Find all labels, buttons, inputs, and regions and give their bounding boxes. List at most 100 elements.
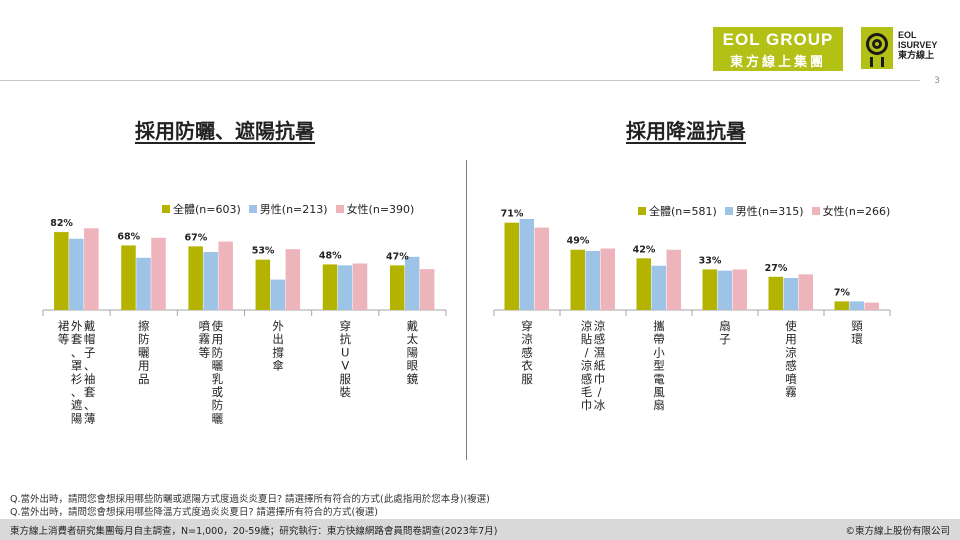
category-char: 涼 xyxy=(581,319,593,333)
data-label-4: 33% xyxy=(699,255,722,266)
bar-male-6 xyxy=(404,256,420,310)
category-char: 薄 xyxy=(84,411,96,425)
bar-total-5 xyxy=(322,264,338,310)
question-note-1: Q.當外出時，請問您會想採用哪些防曬或遮陽方式度過炎炎夏日? 請選擇所有符合的方… xyxy=(10,494,490,505)
category-label-6: 頸環 xyxy=(851,319,863,346)
category-char: 噴 xyxy=(785,372,797,386)
category-char: 等 xyxy=(199,345,211,359)
legend-item-total: 全體(n=603) xyxy=(162,201,241,217)
category-char: 子 xyxy=(84,345,96,359)
legend-label-female: 女性(n=266) xyxy=(822,205,891,218)
category-char: 服 xyxy=(340,372,352,386)
bar-female-3 xyxy=(218,241,233,310)
category-char: 衣 xyxy=(521,359,533,373)
category-char: 袖 xyxy=(84,372,96,386)
category-char: 用 xyxy=(138,359,150,373)
category-char: 頸 xyxy=(851,319,863,333)
category-char: 抗 xyxy=(340,332,352,346)
chart-divider xyxy=(466,160,467,460)
isurvey-line1: EOL xyxy=(898,30,917,40)
category-char: 或 xyxy=(212,385,224,399)
category-char: 扇 xyxy=(653,398,665,412)
bar-male-4 xyxy=(717,270,732,310)
category-char: 裙 xyxy=(58,319,70,333)
bar-total-1 xyxy=(504,222,519,310)
isurvey-logo-icon xyxy=(861,27,893,69)
bar-male-4 xyxy=(270,279,286,310)
category-char: / xyxy=(598,385,602,399)
category-char: 罩 xyxy=(71,359,83,373)
data-label-5: 48% xyxy=(319,250,342,261)
category-char: 戴 xyxy=(84,319,96,333)
category-char: 濕 xyxy=(594,345,606,359)
bar-female-3 xyxy=(666,249,681,310)
bar-female-2 xyxy=(600,248,615,310)
bar-male-6 xyxy=(849,301,864,310)
bar-female-6 xyxy=(864,302,879,310)
left-bar-chart: 82%戴帽子、袖套、薄外套、罩衫、遮陽裙等68%擦防曬用品67%使用防曬乳或防曬… xyxy=(42,218,447,425)
question-note-2: Q.當外出時，請問您會想採用哪些降溫方式度過炎炎夏日? 請選擇所有符合的方式(複… xyxy=(10,507,378,518)
footer-source: 東方線上消費者研究集團每月自主調查，N=1,000，20-59歲；研究執行：東方… xyxy=(10,526,498,537)
data-label-4: 53% xyxy=(252,246,275,257)
bar-male-1 xyxy=(69,238,84,310)
category-char: 感 xyxy=(581,372,593,386)
bar-total-3 xyxy=(636,258,651,310)
category-char: 擦 xyxy=(138,319,150,333)
page-number: 3 xyxy=(934,76,940,86)
data-label-6: 47% xyxy=(386,251,409,262)
footer-copyright: ©東方線上股份有限公司 xyxy=(845,526,950,537)
bar-female-5 xyxy=(798,274,813,310)
category-char: 穿 xyxy=(340,319,352,333)
data-label-2: 68% xyxy=(117,231,140,242)
category-char: 子 xyxy=(719,332,731,346)
category-char: 防 xyxy=(212,398,224,412)
left-legend: 全體(n=603) 男性(n=213) 女性(n=390) xyxy=(162,201,422,217)
category-char: 小 xyxy=(653,345,665,359)
bar-total-5 xyxy=(768,276,783,310)
category-char: 鏡 xyxy=(407,372,419,386)
category-char: 使 xyxy=(785,319,797,333)
bar-total-3 xyxy=(188,246,203,310)
category-char: 乳 xyxy=(212,372,224,386)
category-char: 出 xyxy=(272,332,284,346)
category-char: 涼 xyxy=(785,345,797,359)
right-legend: 全體(n=581) 男性(n=315) 女性(n=266) xyxy=(638,203,898,219)
legend-swatch-male xyxy=(248,205,257,213)
category-char: 感 xyxy=(785,359,797,373)
category-char: 服 xyxy=(521,372,533,386)
category-char: 使 xyxy=(212,319,224,333)
bar-total-6 xyxy=(389,265,405,310)
data-label-6: 7% xyxy=(834,287,851,298)
data-label-1: 82% xyxy=(50,218,73,229)
bar-male-5 xyxy=(337,265,353,310)
legend-item-female: 女性(n=390) xyxy=(335,201,414,217)
legend-label-total: 全體(n=581) xyxy=(649,205,717,218)
category-char: 裝 xyxy=(340,385,352,399)
legend-item-total: 全體(n=581) xyxy=(638,203,717,219)
category-char: 陽 xyxy=(71,411,83,425)
data-label-3: 42% xyxy=(633,244,656,255)
category-char: 帶 xyxy=(653,332,665,346)
legend-swatch-female xyxy=(335,205,344,213)
bar-male-2 xyxy=(585,250,600,310)
category-char: 遮 xyxy=(71,398,83,412)
legend-swatch-total xyxy=(162,205,170,213)
data-label-5: 27% xyxy=(765,263,788,274)
bar-female-6 xyxy=(419,269,435,310)
category-char: 品 xyxy=(138,372,150,386)
bar-female-4 xyxy=(732,269,747,310)
category-char: 曬 xyxy=(212,359,224,373)
bar-total-6 xyxy=(834,301,849,310)
category-char: 陽 xyxy=(407,345,419,359)
category-char: 涼 xyxy=(581,359,593,373)
bar-total-2 xyxy=(121,245,136,310)
isurvey-line2: ISURVEY xyxy=(898,40,938,50)
legend-item-female: 女性(n=266) xyxy=(811,203,891,219)
category-char: 傘 xyxy=(272,359,284,373)
category-char: 、 xyxy=(84,398,96,412)
category-char: 環 xyxy=(851,332,863,346)
legend-item-male: 男性(n=213) xyxy=(248,201,328,217)
category-char: 撐 xyxy=(272,345,284,359)
